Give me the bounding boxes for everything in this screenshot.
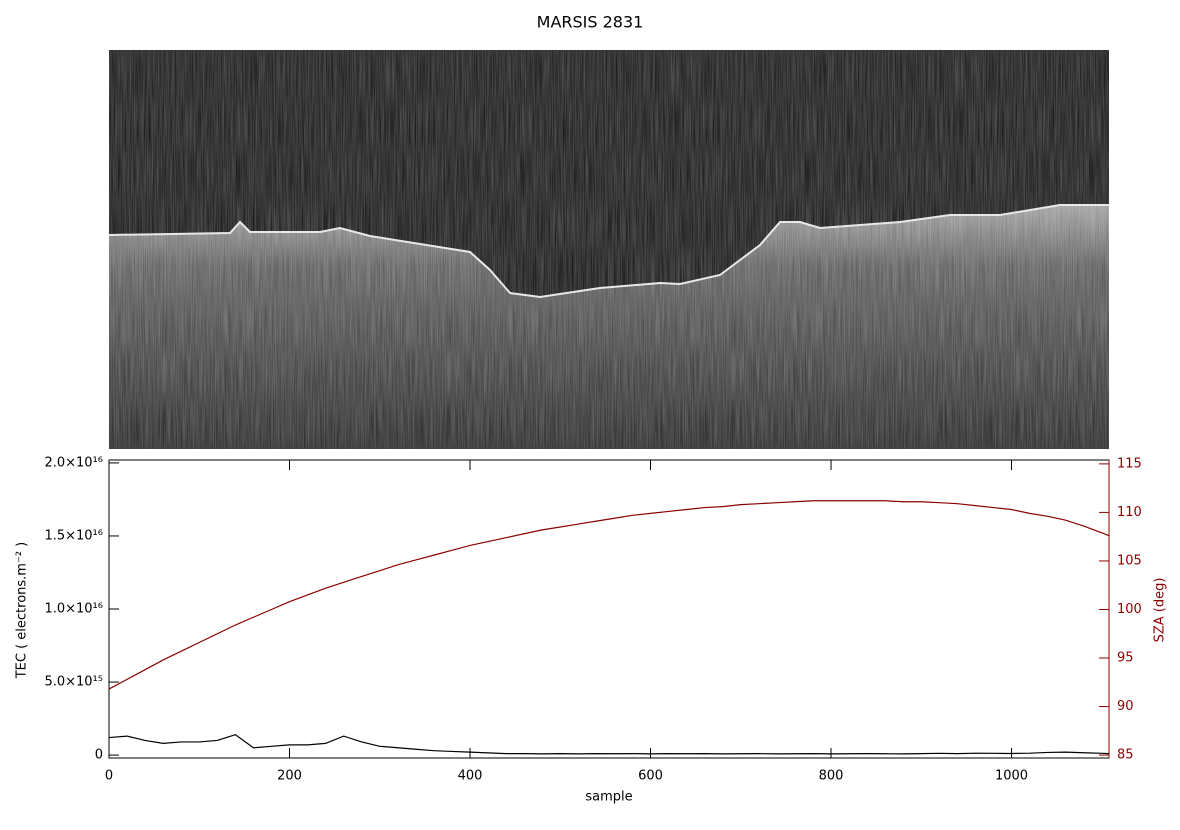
chart-title: MARSIS 2831 — [537, 13, 644, 32]
x-tick-label: 600 — [638, 769, 663, 784]
y2-axis-label: SZA (deg) — [1153, 578, 1168, 643]
y2-tick-label: 105 — [1117, 553, 1142, 568]
y-tick-label: 1.0×10¹⁶ — [44, 602, 103, 617]
data-line — [108, 733, 1110, 755]
y-tick-label: 0 — [95, 748, 103, 763]
y2-tick-label: 100 — [1117, 602, 1142, 617]
y2-tick-label: 110 — [1117, 505, 1142, 520]
x-tick-label: 200 — [277, 769, 302, 784]
x-axis-label: sample — [585, 790, 632, 805]
y-tick-label: 2.0×10¹⁶ — [44, 455, 103, 470]
y-tick-label: 1.5×10¹⁶ — [44, 528, 103, 543]
radargram — [108, 50, 1109, 449]
y2-tick-label: 115 — [1117, 456, 1142, 471]
data-line — [108, 500, 1110, 690]
x-tick-label: 800 — [819, 769, 844, 784]
x-tick-label: 1000 — [995, 769, 1028, 784]
y2-tick-label: 95 — [1117, 651, 1134, 666]
x-tick-label: 400 — [458, 769, 483, 784]
y-axis-label: TEC ( electrons.m⁻² ) — [15, 542, 30, 680]
x-tick-label: 0 — [105, 769, 113, 784]
plot-frame — [108, 459, 1110, 759]
y2-tick-label: 90 — [1117, 699, 1134, 714]
y-tick-label: 5.0×10¹⁵ — [44, 675, 103, 690]
y2-tick-label: 85 — [1117, 748, 1134, 763]
